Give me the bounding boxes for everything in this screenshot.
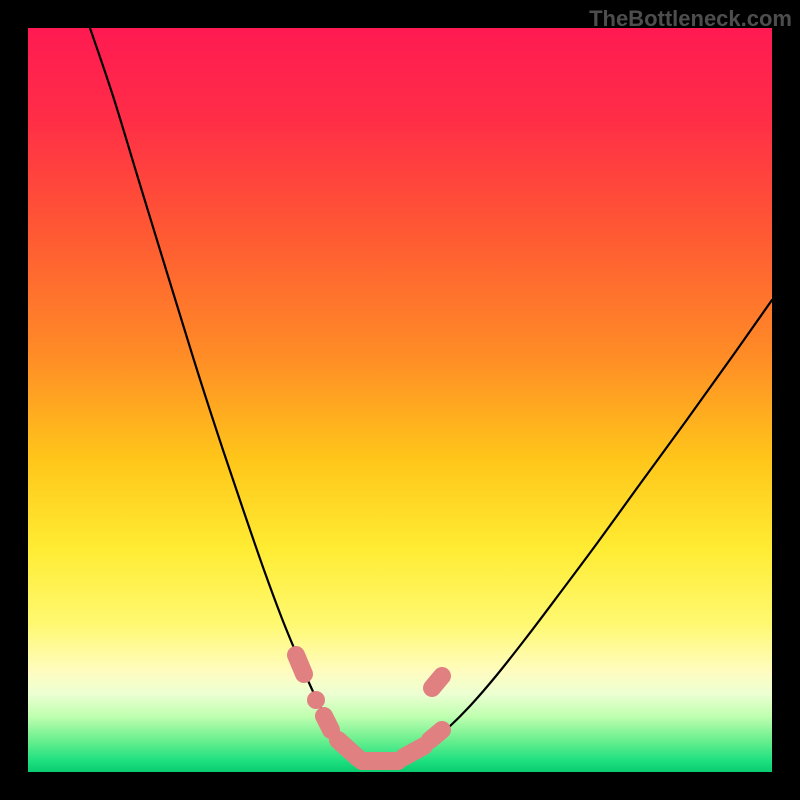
chart-frame: TheBottleneck.com <box>0 0 800 800</box>
plot-svg <box>28 28 772 772</box>
highlight-pill <box>430 730 442 740</box>
highlight-dot <box>307 691 325 709</box>
highlight-pill <box>404 746 424 757</box>
highlight-pill <box>296 655 304 674</box>
watermark-text: TheBottleneck.com <box>589 6 792 32</box>
highlight-pill <box>324 716 331 730</box>
gradient-background <box>28 28 772 772</box>
plot-area <box>28 28 772 772</box>
highlight-pill <box>432 676 442 688</box>
